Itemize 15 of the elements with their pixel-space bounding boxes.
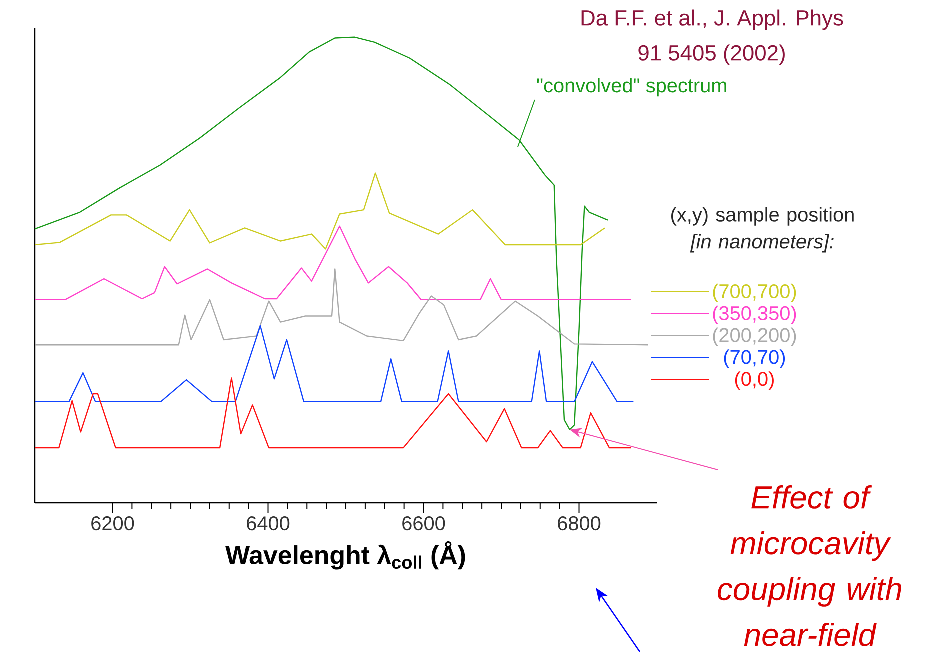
annotation: 91 5405 (2002) xyxy=(638,44,785,66)
legend-title: (x,y) sample position [in nanometers]: xyxy=(672,207,854,253)
x-tick-label: 6600 xyxy=(402,516,446,531)
x-tick-label: 6400 xyxy=(247,516,290,531)
legend-label: (0,0) xyxy=(735,372,774,390)
legend-label: (70,70) xyxy=(724,350,786,368)
legend-label: (350,350) xyxy=(713,306,796,324)
legend-label: (200,200) xyxy=(713,328,796,346)
text: Da F.F. et al., J. Appl. Phys xyxy=(582,10,844,30)
legend-label: (700,700) xyxy=(713,284,796,302)
x-axis-title: Wavelenght λ$_{coll}$ (Å) xyxy=(226,541,466,570)
text: "convolved" spectrum xyxy=(537,78,726,97)
x-tick-label: 6800 xyxy=(558,516,601,531)
annotation: Effect of microcavity coupling with near-field xyxy=(718,486,902,646)
x-tick-label: 6200 xyxy=(92,516,134,531)
